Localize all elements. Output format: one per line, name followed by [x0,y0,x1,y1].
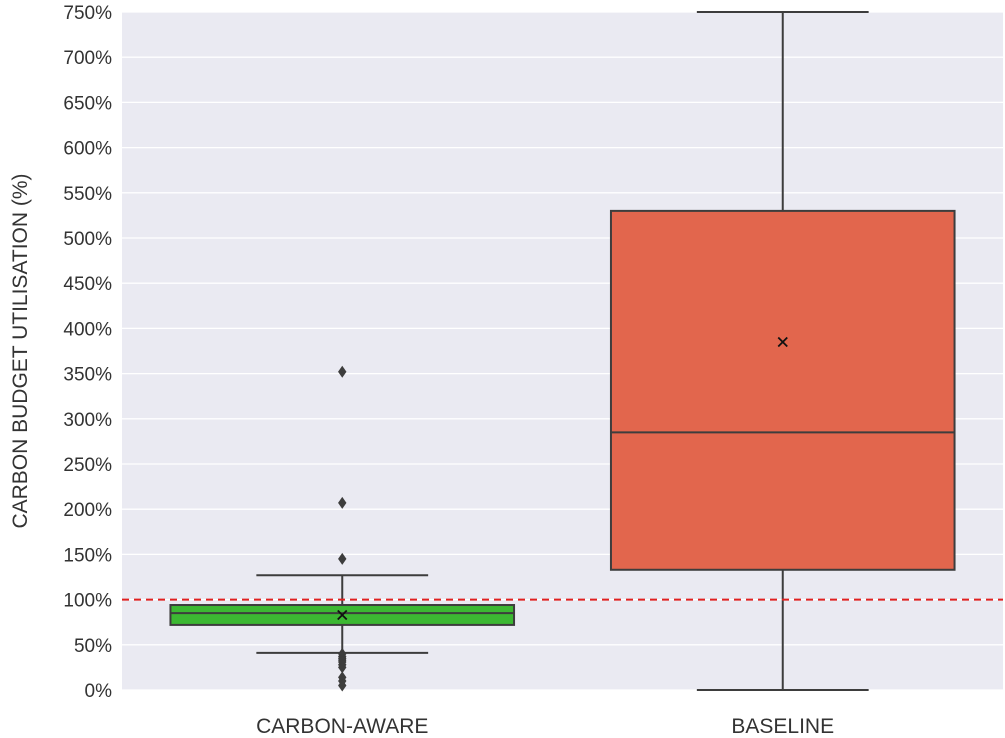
y-tick-label: 250% [63,455,112,476]
y-tick-label: 750% [63,3,112,24]
outlier-point [338,496,347,509]
x-tick-labels: CARBON-AWARE BASELINE [256,715,834,738]
y-tick-label: 100% [63,591,112,612]
y-tick-label: 300% [63,410,112,431]
outlier-point [338,661,347,674]
y-tick-label: 50% [74,636,112,657]
x-tick-label: BASELINE [731,715,834,738]
mean-marker [777,336,788,348]
outlier-point [338,552,347,565]
y-axis-title: CARBON BUDGET UTILISATION (%) [9,173,32,528]
outlier-point [338,365,347,378]
box [609,209,956,571]
y-tick-label: 200% [63,500,112,521]
y-tick-labels: 0% 50% 100% 150% 200% 250% 300% 350% 400% 450% 500… [63,3,112,702]
y-tick-label: 400% [63,319,112,340]
y-tick-label: 700% [63,48,112,69]
y-tick-label: 500% [63,229,112,250]
y-tick-label: 150% [63,545,112,566]
y-tick-label: 600% [63,139,112,160]
y-tick-label: 650% [63,93,112,114]
box-plots [169,11,956,692]
y-tick-label: 350% [63,365,112,386]
y-tick-label: 550% [63,184,112,205]
mean-marker [337,609,348,621]
x-tick-label: CARBON-AWARE [256,715,428,738]
outlier-point [338,679,347,692]
y-tick-label: 450% [63,274,112,295]
y-tick-label: 0% [85,681,113,702]
